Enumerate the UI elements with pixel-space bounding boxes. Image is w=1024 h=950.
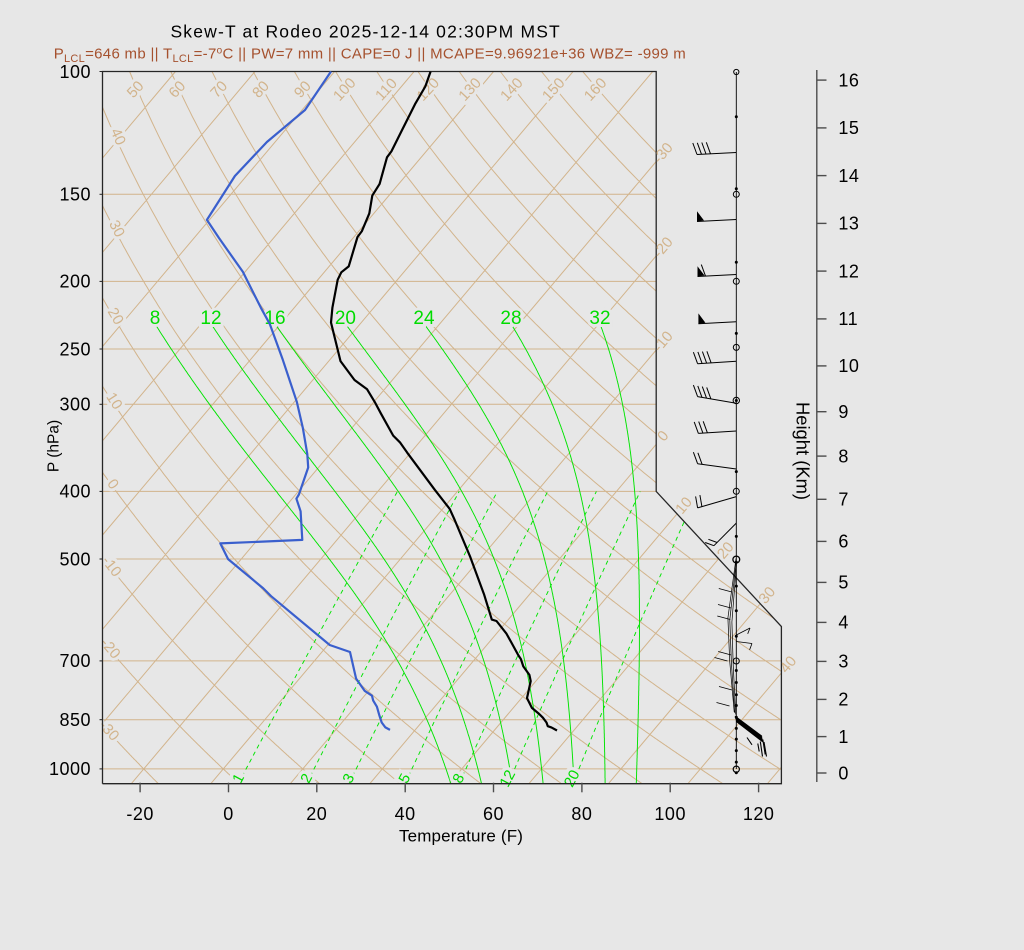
svg-text:-20: -20	[126, 804, 154, 824]
svg-text:8: 8	[150, 308, 161, 329]
svg-text:Height (Km): Height (Km)	[793, 402, 814, 500]
svg-text:850: 850	[59, 710, 91, 730]
svg-text:32: 32	[589, 308, 610, 329]
svg-text:4: 4	[838, 613, 849, 633]
svg-text:14: 14	[838, 166, 859, 186]
svg-text:PLCL=646 mb || TLCL=-7oC || PW: PLCL=646 mb || TLCL=-7oC || PW=7 mm || C…	[54, 46, 686, 66]
svg-text:1000: 1000	[49, 759, 91, 779]
svg-text:100: 100	[59, 62, 91, 82]
svg-text:13: 13	[838, 214, 859, 234]
svg-text:2: 2	[838, 690, 849, 710]
svg-text:8: 8	[838, 446, 849, 466]
svg-text:120: 120	[743, 804, 775, 824]
svg-text:250: 250	[59, 339, 91, 359]
svg-text:150: 150	[59, 185, 91, 205]
svg-text:10: 10	[838, 356, 859, 376]
svg-text:24: 24	[413, 308, 435, 329]
svg-text:12: 12	[200, 308, 221, 329]
svg-text:40: 40	[395, 804, 416, 824]
svg-text:15: 15	[838, 118, 859, 138]
svg-text:12: 12	[838, 261, 859, 281]
svg-text:200: 200	[59, 272, 91, 292]
svg-text:300: 300	[59, 395, 91, 415]
svg-text:700: 700	[59, 651, 91, 671]
svg-text:9: 9	[838, 402, 849, 422]
svg-text:28: 28	[500, 308, 521, 329]
svg-text:5: 5	[838, 573, 849, 593]
svg-text:60: 60	[483, 804, 504, 824]
svg-text:11: 11	[838, 309, 858, 329]
svg-text:0: 0	[838, 763, 849, 783]
svg-text:7: 7	[838, 490, 849, 510]
svg-text:16: 16	[838, 70, 859, 90]
svg-text:Temperature (F): Temperature (F)	[399, 827, 523, 846]
svg-text:80: 80	[571, 804, 592, 824]
svg-text:20: 20	[335, 308, 356, 329]
svg-text:3: 3	[838, 652, 849, 672]
svg-text:0: 0	[223, 804, 234, 824]
svg-text:6: 6	[838, 532, 849, 552]
svg-text:400: 400	[59, 482, 91, 502]
svg-text:20: 20	[306, 804, 327, 824]
svg-text:100: 100	[654, 804, 686, 824]
svg-text:1: 1	[838, 727, 849, 747]
svg-text:500: 500	[59, 549, 91, 569]
svg-text:Skew-T at Rodeo 2025-12-14 02:: Skew-T at Rodeo 2025-12-14 02:30PM MST	[170, 22, 560, 42]
svg-text:P (hPa): P (hPa)	[45, 420, 62, 472]
